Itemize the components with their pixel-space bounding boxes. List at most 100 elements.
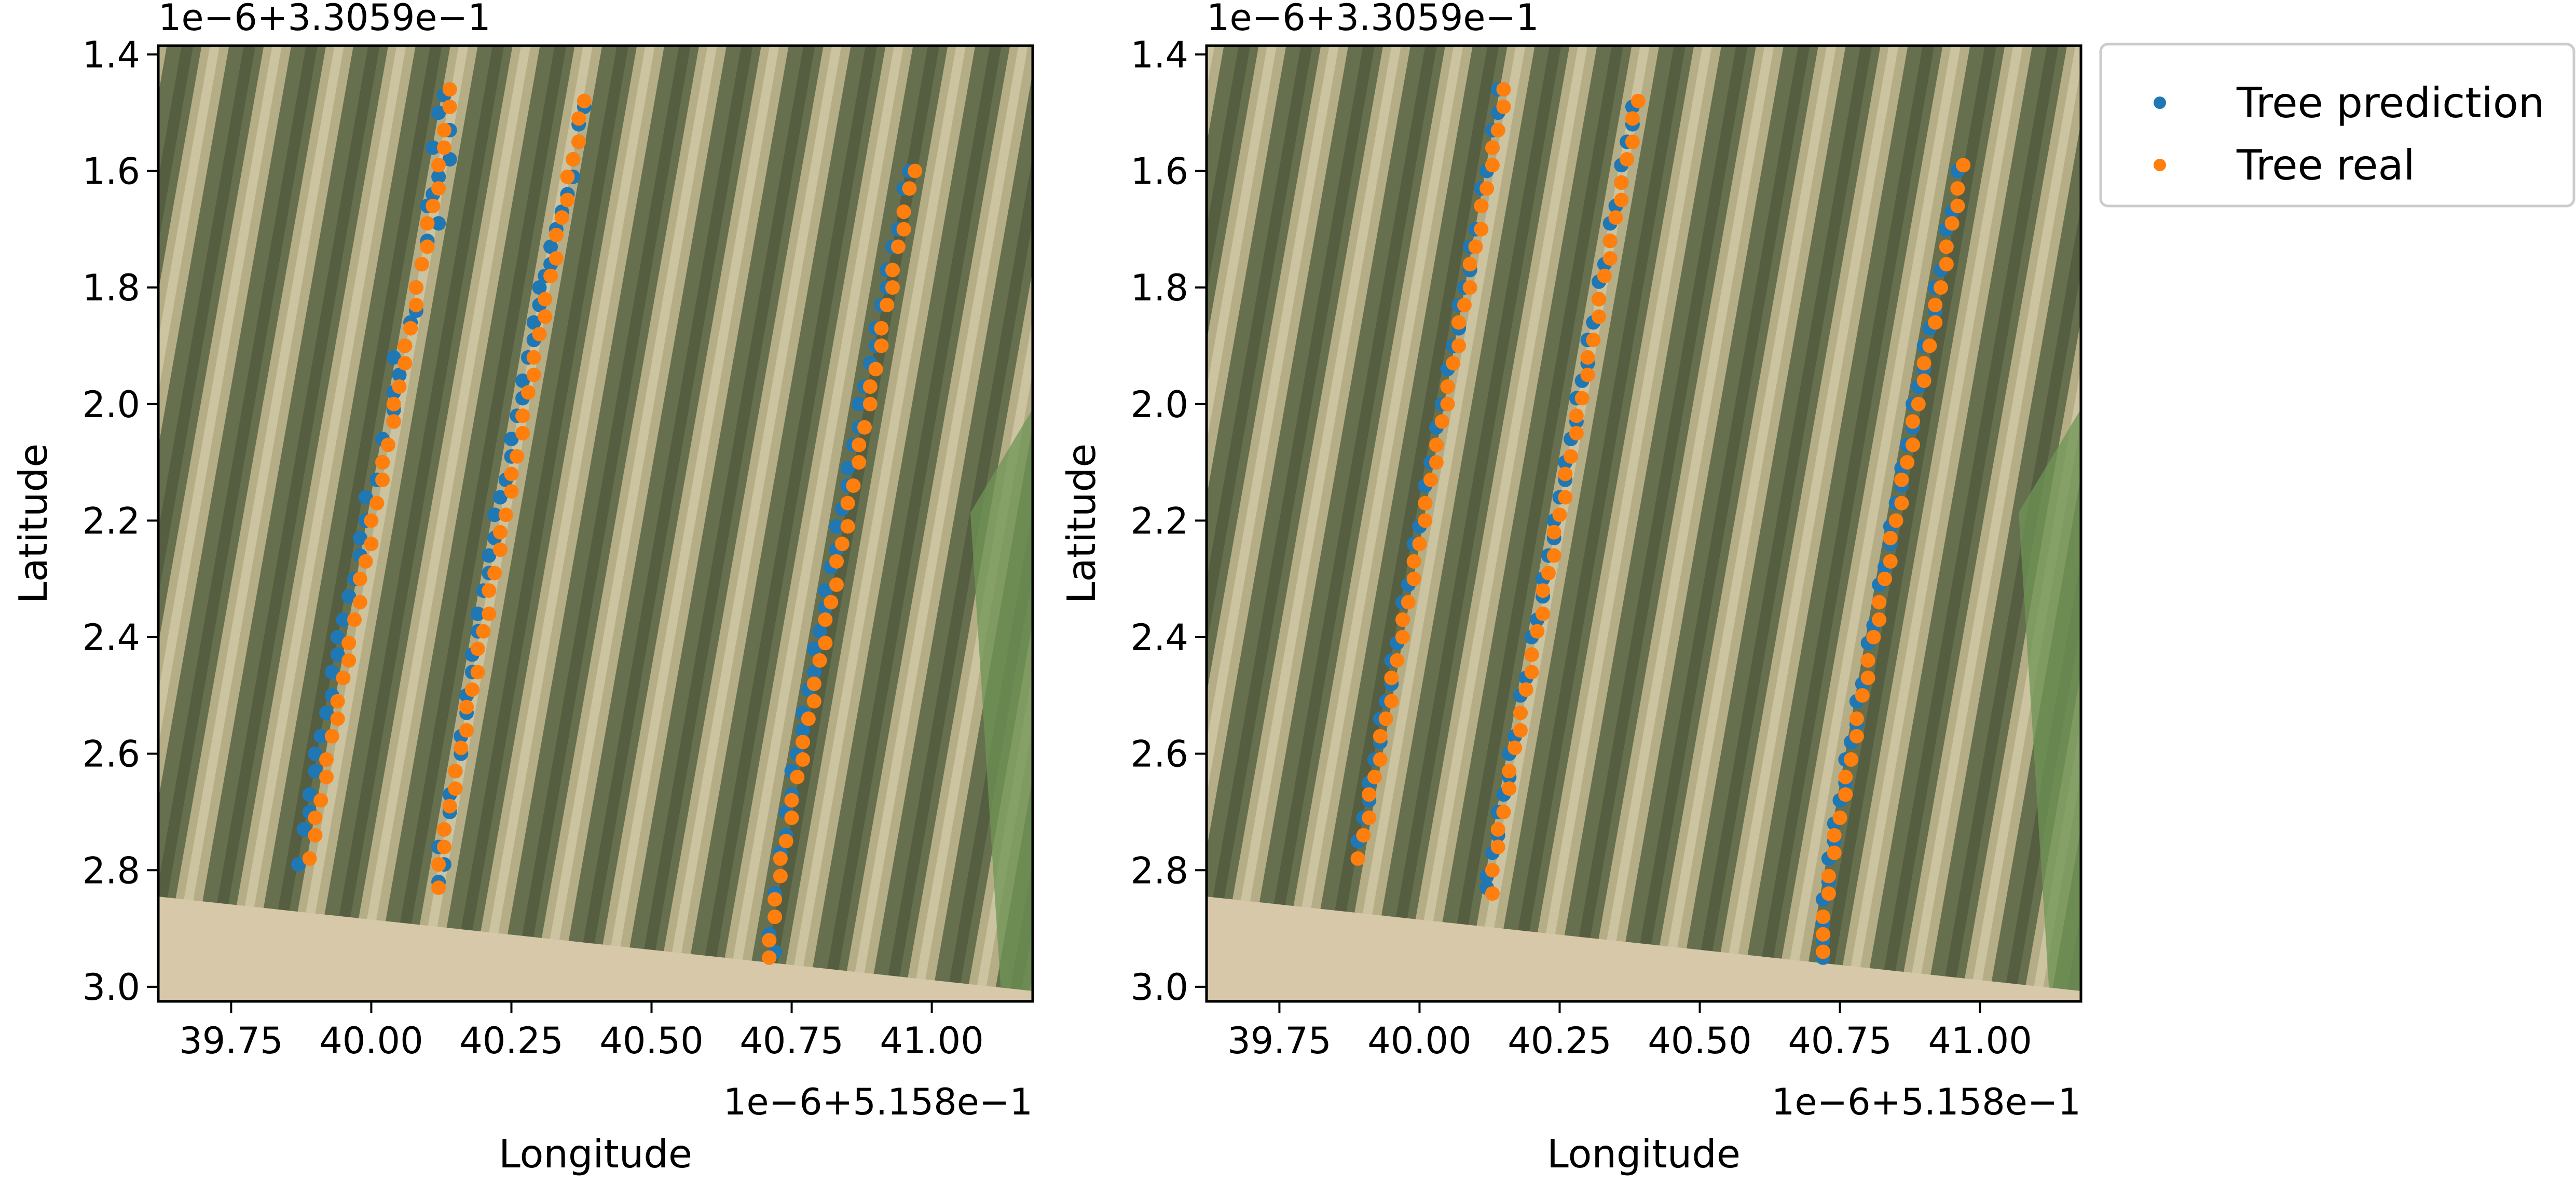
real-point [1883, 531, 1898, 546]
real-point [431, 880, 446, 895]
real-point [1614, 192, 1629, 208]
real-point [1490, 822, 1505, 837]
prediction-point [426, 140, 441, 155]
real-point [1418, 495, 1433, 511]
real-point [308, 810, 323, 825]
real-point [1906, 437, 1920, 452]
real-point [1373, 752, 1388, 767]
y-tick-label: 2.6 [1131, 733, 1188, 776]
x-tick-label: 40.00 [1367, 1020, 1471, 1062]
real-point [1855, 688, 1870, 703]
real-point [426, 198, 441, 213]
real-point [1356, 828, 1371, 843]
real-point [566, 152, 581, 167]
real-point [874, 338, 889, 353]
prediction-point [302, 787, 317, 802]
real-point [1496, 99, 1511, 114]
real-point [829, 554, 844, 569]
real-point [1838, 787, 1853, 802]
prediction-point [532, 280, 547, 295]
real-point [571, 111, 586, 126]
real-point [1586, 333, 1601, 348]
real-point [852, 455, 867, 470]
real-point [1894, 495, 1909, 511]
real-point [1490, 839, 1505, 855]
real-point [1451, 315, 1467, 330]
real-point [408, 297, 423, 312]
real-point [1496, 82, 1511, 97]
real-point [890, 239, 906, 254]
real-point [1939, 239, 1954, 254]
y-tick-label: 1.8 [1131, 267, 1188, 309]
real-point [1821, 869, 1836, 884]
real-point [1838, 769, 1853, 784]
real-point [1592, 309, 1607, 324]
real-point [862, 396, 878, 411]
real-point [515, 408, 530, 423]
real-point [392, 379, 407, 394]
x-tick-label: 40.75 [739, 1020, 843, 1062]
real-point [1922, 338, 1937, 353]
real-point [1625, 111, 1640, 126]
real-point [403, 321, 418, 336]
panel-2: 39.75 40.00 40.25 40.50 40.75 41.00 1.4 1.6 1.8 2… [1059, 0, 2082, 1177]
real-point [464, 682, 479, 697]
scatter-points [1350, 82, 1971, 965]
real-point [1524, 665, 1539, 680]
real-point [1911, 396, 1926, 411]
y-tick-label: 2.6 [83, 733, 140, 776]
real-point [1569, 408, 1584, 423]
prediction-point [313, 729, 328, 744]
prediction-point [386, 350, 401, 365]
real-point [818, 612, 833, 627]
real-point [538, 309, 553, 324]
real-point [1552, 507, 1567, 522]
y-tick-label: 2.2 [83, 500, 140, 542]
real-point [1827, 845, 1842, 860]
real-point [1496, 805, 1511, 819]
real-point [386, 396, 401, 411]
real-point [364, 513, 379, 528]
real-point [408, 280, 423, 295]
x-axis-title: Longitude [499, 1131, 692, 1177]
prediction-point [352, 531, 367, 546]
prediction-point [806, 641, 821, 656]
real-point [1395, 630, 1410, 644]
real-point [773, 869, 788, 884]
prediction-point [504, 432, 519, 447]
legend: Tree prediction Tree real [2099, 43, 2575, 208]
real-point [1418, 513, 1433, 528]
prediction-point [796, 723, 811, 738]
real-point [470, 641, 485, 656]
real-point [1395, 612, 1410, 627]
real-point [1928, 315, 1943, 330]
real-point [1434, 414, 1449, 429]
real-point [1816, 910, 1831, 925]
real-point [896, 222, 911, 237]
real-point [1956, 158, 1971, 173]
real-point [341, 636, 357, 651]
real-point [1440, 396, 1455, 411]
prediction-point [442, 152, 457, 167]
y-tick-label: 2.4 [83, 616, 140, 659]
real-point [549, 228, 564, 242]
real-point [834, 536, 849, 552]
real-point [1423, 472, 1438, 487]
real-point [532, 327, 547, 341]
real-point [1378, 711, 1393, 726]
real-point [510, 449, 525, 464]
real-point [369, 495, 385, 511]
real-point [520, 385, 536, 400]
y-tick-label: 1.8 [83, 267, 140, 309]
real-point [1513, 706, 1528, 720]
y-tick-label: 3.0 [83, 966, 140, 1009]
real-point [526, 367, 541, 382]
real-point [1485, 158, 1500, 173]
prediction-point [308, 746, 323, 761]
real-point [1401, 595, 1416, 610]
real-point [1866, 630, 1881, 644]
x-tick-label: 40.00 [319, 1020, 423, 1062]
real-point [1620, 152, 1635, 167]
real-point [778, 834, 793, 849]
